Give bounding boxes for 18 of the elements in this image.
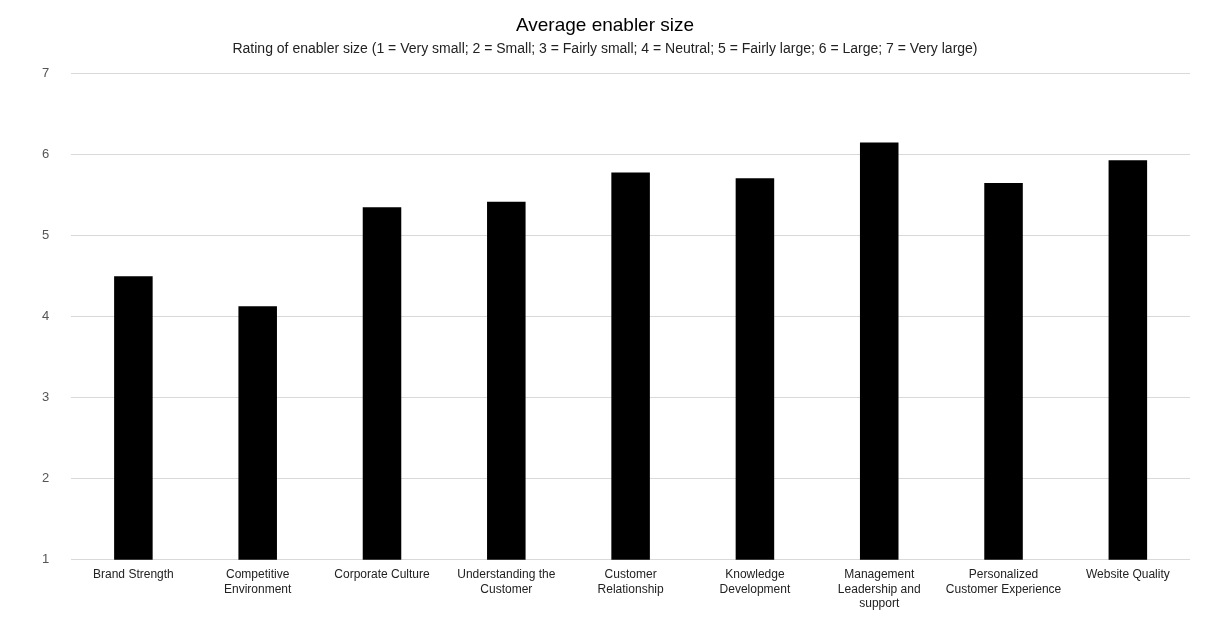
chart-title: Average enabler size bbox=[515, 13, 695, 35]
x-tick-label: Brand Strength bbox=[93, 567, 174, 582]
y-tick-label: 7 bbox=[42, 65, 50, 81]
y-tick-label: 4 bbox=[42, 308, 50, 324]
x-tick-label: Corporate Culture bbox=[334, 567, 431, 582]
y-tick-label: 1 bbox=[42, 551, 50, 567]
x-tick-label: Personalized Customer Experience bbox=[945, 567, 1062, 596]
y-tick-label: 6 bbox=[42, 146, 50, 162]
y-tick-label: 5 bbox=[42, 227, 50, 243]
x-tick-label: Knowledge Development bbox=[719, 567, 791, 596]
x-tick-label: Understanding the Customer bbox=[457, 567, 556, 596]
x-tick-label: Website Quality bbox=[1085, 567, 1170, 582]
x-tick-label: Competitive Environment bbox=[224, 567, 293, 596]
y-tick-label: 3 bbox=[42, 389, 50, 405]
x-tick-label: Customer Relationship bbox=[597, 567, 664, 596]
x-tick-label: Management Leadership and support bbox=[837, 567, 921, 611]
chart-subtitle: Rating of enabler size (1 = Very small; 2 = Small; 3 = Fairly small; 4 = Neutral; 5 = Fairly large; 6 = Large; 7 = Very large) bbox=[232, 40, 978, 57]
y-tick-label: 2 bbox=[42, 470, 50, 486]
